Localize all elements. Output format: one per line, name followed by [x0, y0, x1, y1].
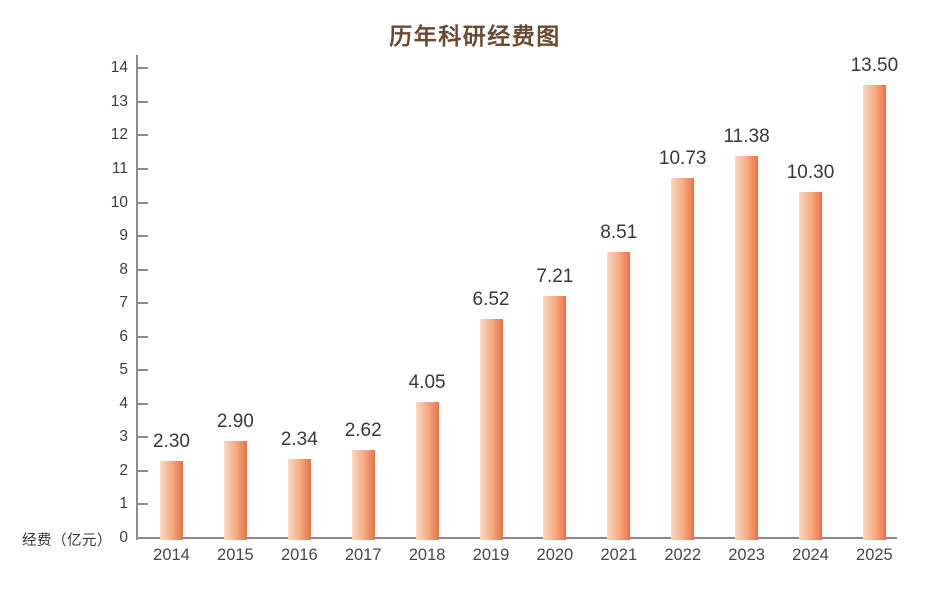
y-tick-mark [136, 302, 148, 305]
y-tick-mark [136, 201, 148, 204]
value-label-2017: 2.62 [344, 420, 382, 442]
value-label-2015: 2.90 [216, 410, 254, 432]
bar-2015 [223, 440, 247, 540]
bar-2018 [415, 402, 439, 540]
value-label-2016: 2.34 [280, 429, 318, 451]
x-tick-label-2018: 2018 [408, 546, 446, 564]
x-tick-label-2016: 2016 [280, 546, 318, 564]
y-tick-label: 9 [119, 227, 128, 245]
y-tick-mark [136, 436, 148, 439]
x-tick-label-2022: 2022 [664, 546, 702, 564]
y-axis-line [136, 55, 138, 540]
value-label-2022: 10.73 [658, 148, 707, 169]
x-tick-label-2014: 2014 [153, 546, 190, 564]
y-tick-mark [136, 167, 148, 170]
value-label-2025: 13.50 [850, 55, 899, 77]
y-tick-label: 11 [111, 159, 128, 177]
x-tick-label-2020: 2020 [536, 546, 574, 564]
bar-2024 [799, 192, 822, 540]
y-tick-label: 4 [119, 394, 128, 412]
y-tick-label: 12 [110, 126, 128, 144]
bar-2019 [479, 319, 503, 540]
bar-2017 [351, 450, 375, 540]
y-tick-mark [136, 469, 148, 472]
value-label-2018: 4.05 [408, 372, 446, 394]
bar-2020 [543, 296, 567, 540]
bar-2025 [862, 85, 886, 540]
y-tick-label: 5 [119, 361, 128, 379]
value-label-2024: 10.30 [786, 162, 835, 184]
y-tick-mark [136, 335, 148, 338]
y-axis-label: 经费（亿元） [22, 533, 112, 549]
y-tick-label: 10 [110, 193, 128, 211]
chart-title: 历年科研经费图 [389, 23, 561, 49]
x-tick-label-2023: 2023 [728, 546, 765, 564]
x-tick-label-2024: 2024 [792, 546, 829, 564]
y-tick-mark [136, 235, 148, 238]
y-tick-label: 3 [119, 428, 128, 446]
y-tick-label: 2 [119, 461, 128, 479]
x-axis-line [136, 537, 897, 539]
y-tick-mark [136, 369, 148, 372]
y-tick-mark [136, 134, 148, 137]
y-tick-mark [136, 503, 148, 506]
x-tick-label-2019: 2019 [472, 546, 510, 564]
value-label-2019: 6.52 [472, 289, 510, 311]
value-label-2014: 2.30 [153, 430, 190, 452]
y-tick-mark [136, 67, 148, 70]
y-tick-mark [136, 402, 148, 405]
y-tick-label: 13 [110, 92, 128, 110]
y-tick-label: 14 [110, 59, 128, 77]
bar-2014 [160, 460, 183, 540]
y-tick-label: 6 [119, 327, 128, 345]
y-tick-mark [136, 100, 148, 103]
y-tick-label: 7 [119, 294, 128, 312]
value-label-2021: 8.51 [600, 222, 638, 244]
x-tick-label-2015: 2015 [217, 546, 254, 564]
x-tick-label-2017: 2017 [344, 546, 382, 564]
bar-2022 [671, 178, 695, 540]
y-tick-label: 0 [119, 529, 128, 546]
x-tick-label-2021: 2021 [600, 546, 638, 564]
x-tick-label-2025: 2025 [856, 546, 893, 564]
y-tick-label: 8 [119, 260, 128, 278]
value-label-2023: 11.38 [723, 126, 770, 148]
y-tick-mark [136, 268, 148, 271]
value-label-2020: 7.21 [536, 266, 574, 288]
bar-2016 [287, 459, 311, 540]
bar-2021 [607, 252, 631, 540]
y-tick-label: 1 [119, 495, 128, 513]
bar-2023 [735, 156, 759, 540]
